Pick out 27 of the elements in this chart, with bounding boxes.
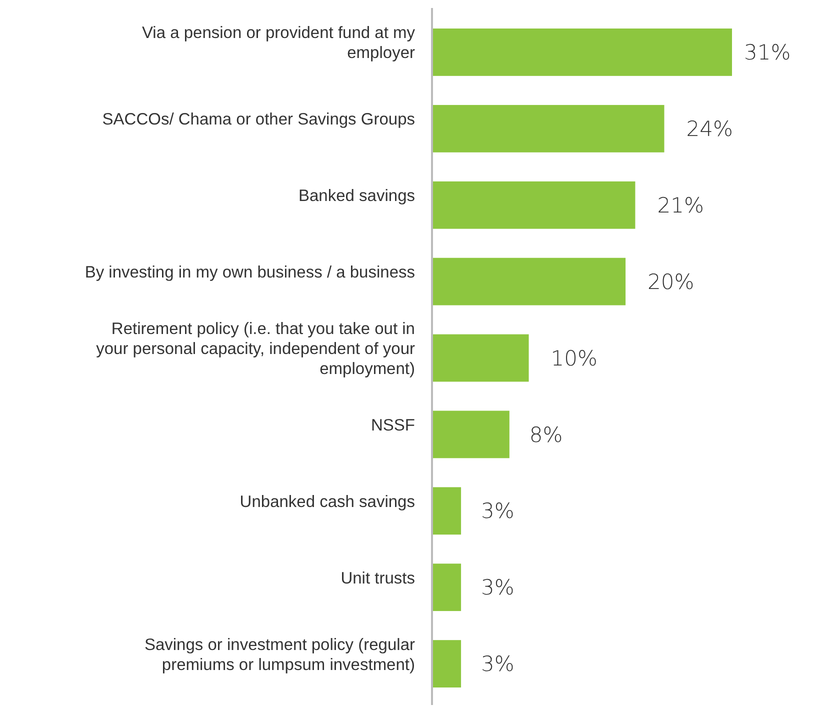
bar <box>432 181 636 229</box>
data-label: 3% <box>481 652 514 676</box>
y-tick-label: Savings or investment policy (regular premiums or lumpsum investment) <box>144 636 416 674</box>
data-label: 21% <box>657 193 704 218</box>
bar <box>432 640 462 688</box>
data-label: 20% <box>648 270 694 294</box>
y-tick-label: By investing in my own business / a business <box>84 264 415 282</box>
y-tick-label: Retirement policy (i.e. that you take out in your personal capacity, independent of your employment) <box>96 320 416 378</box>
bar <box>432 487 462 535</box>
y-tick-label: NSSF <box>370 416 415 434</box>
bar <box>432 410 510 458</box>
data-label: 3% <box>481 499 514 524</box>
data-label: 24% <box>686 117 733 142</box>
bar <box>432 564 462 612</box>
data-label: 10% <box>550 346 598 370</box>
bar <box>432 258 626 306</box>
bar <box>432 28 732 76</box>
data-label: 3% <box>481 576 514 600</box>
bar <box>432 104 664 152</box>
y-tick-label: Unbanked cash savings <box>240 492 415 511</box>
data-label: 8% <box>529 422 563 447</box>
data-label: 31% <box>744 40 791 65</box>
y-tick-label: Unit trusts <box>340 569 415 588</box>
y-tick-label: SACCOs/ Chama or other Savings Groups <box>102 110 415 129</box>
y-tick-label: Via a pension or provident fund at my employer <box>142 24 416 62</box>
y-tick-label: Banked savings <box>298 187 415 206</box>
bar <box>432 334 529 382</box>
